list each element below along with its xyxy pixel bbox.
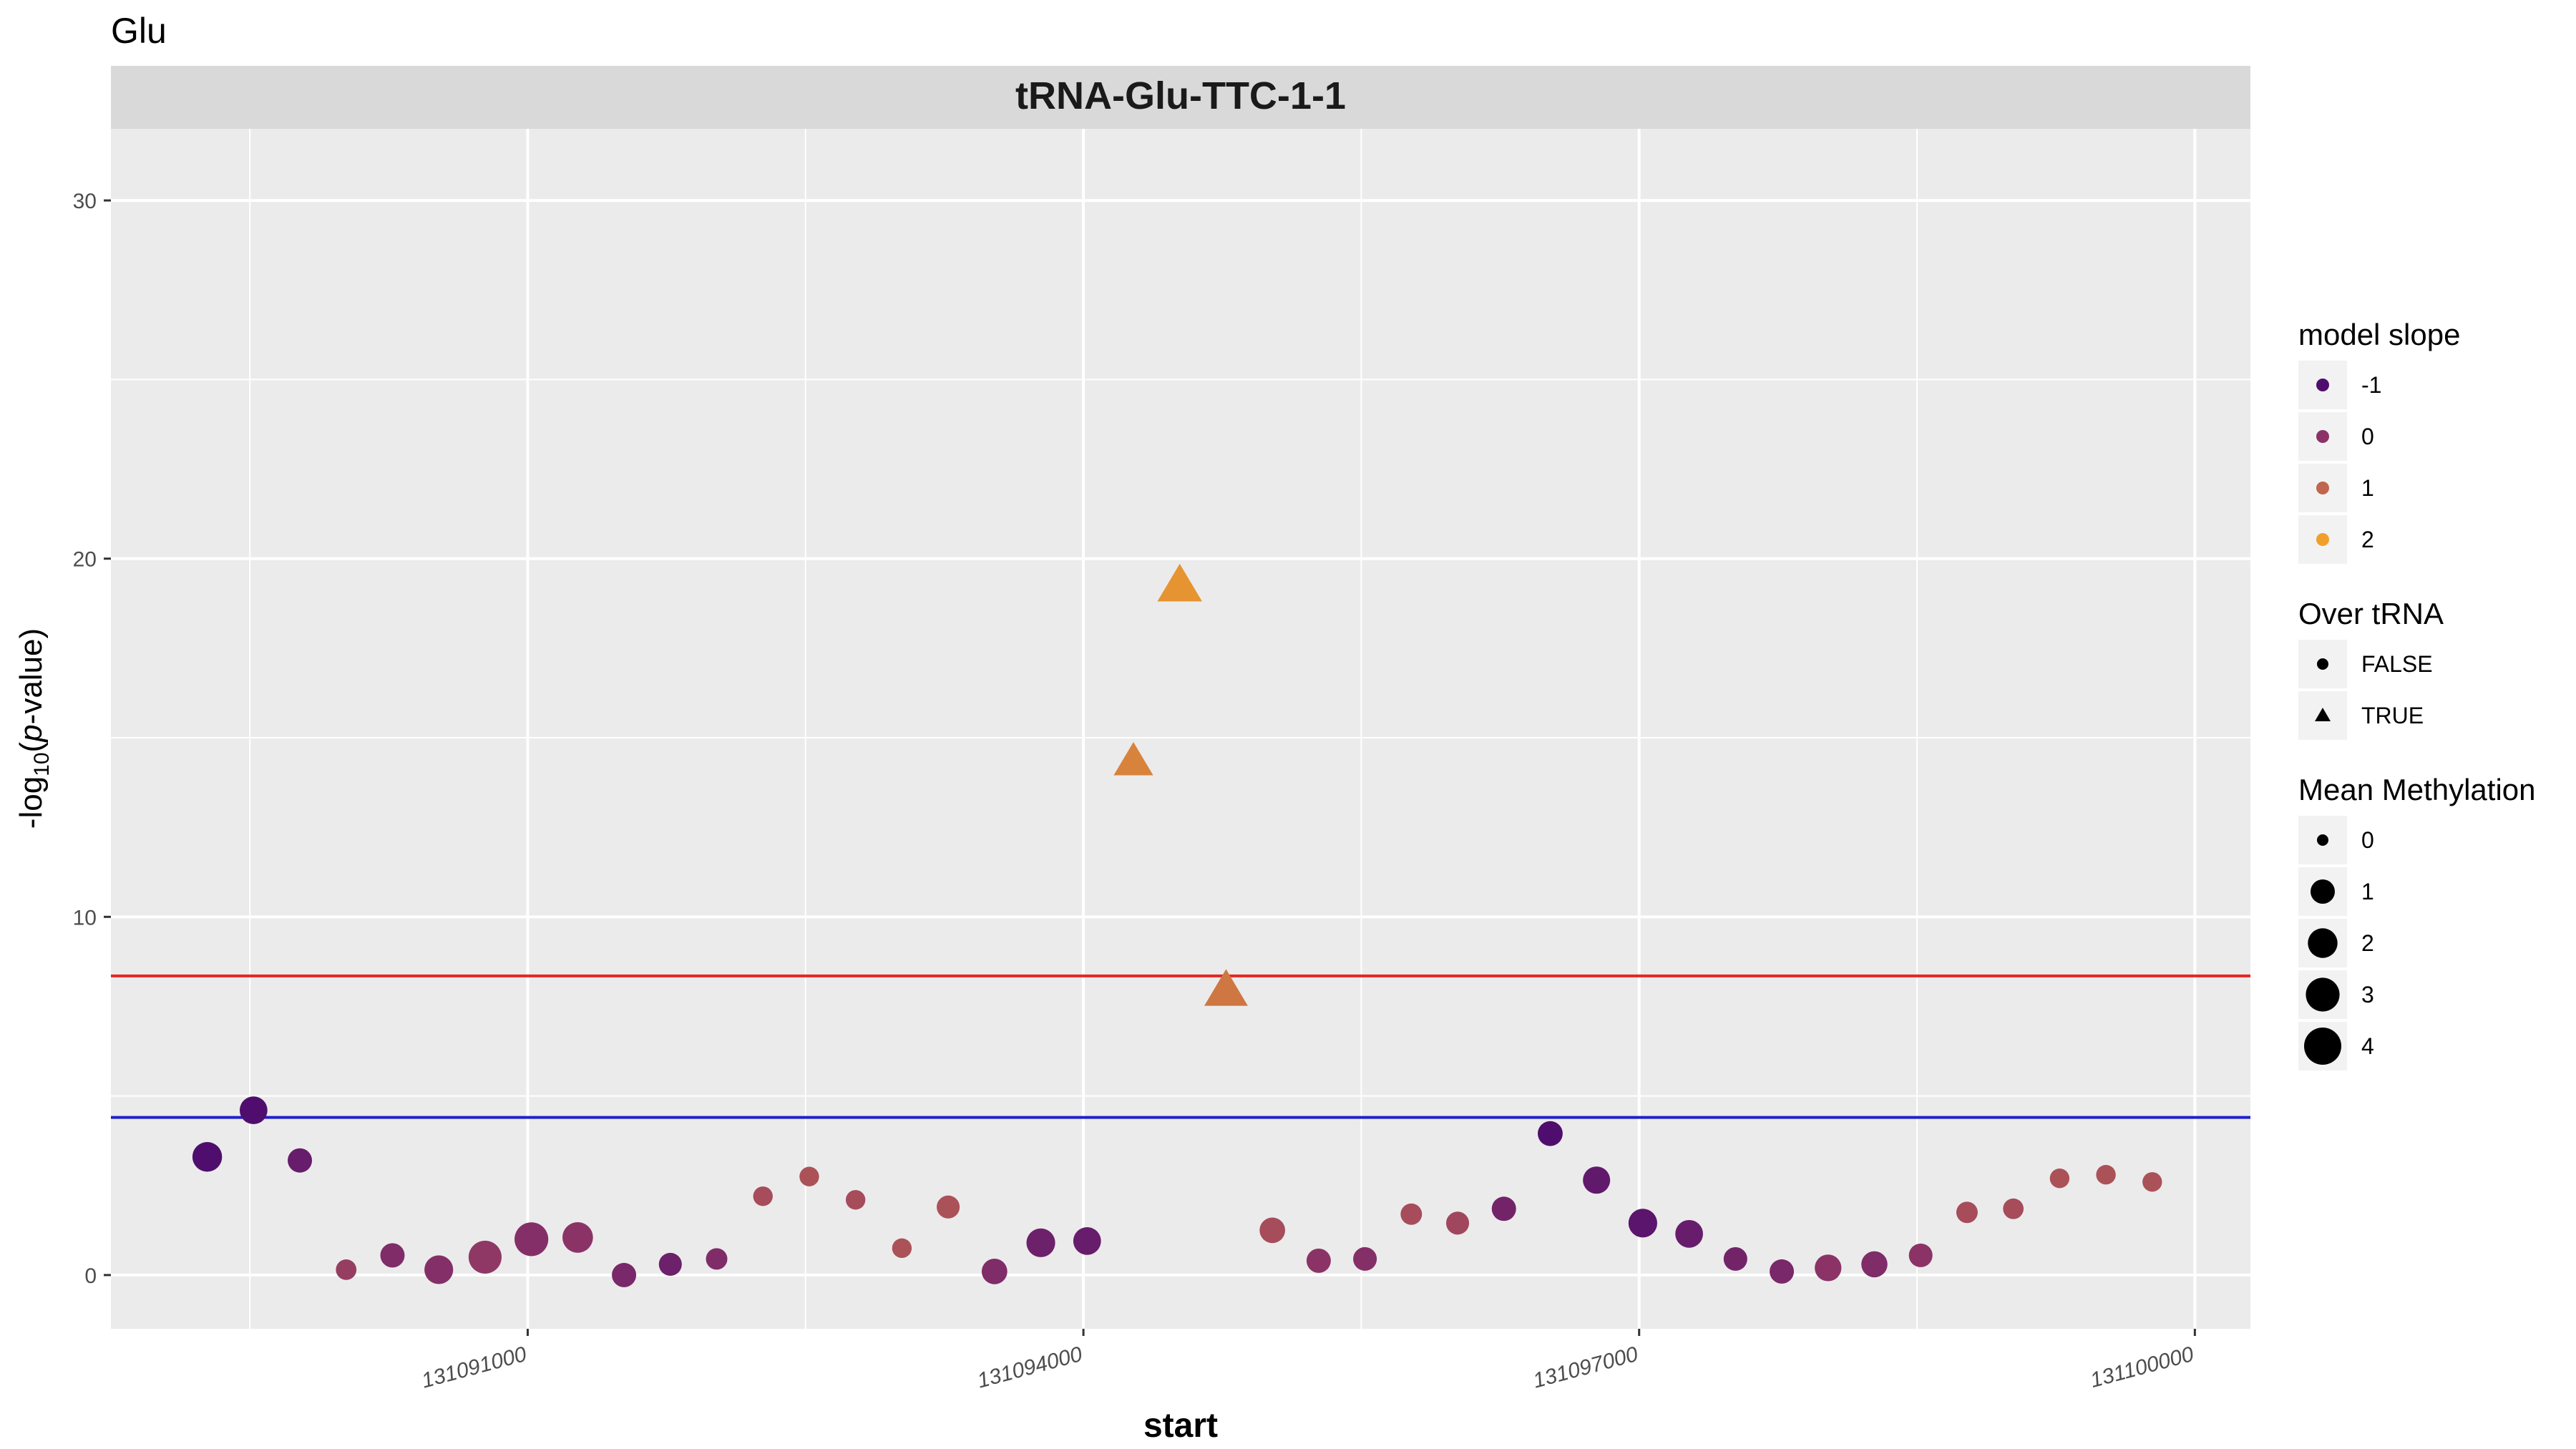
data-point — [239, 1096, 268, 1125]
legend-label: 4 — [2361, 1033, 2374, 1059]
x-tick-label: 131094000 — [975, 1342, 1085, 1393]
y-tick-label: 30 — [73, 190, 97, 213]
data-point — [2049, 1169, 2070, 1189]
data-point-triangle — [1113, 741, 1153, 776]
data-point — [1353, 1246, 1377, 1271]
y-tick-label: 0 — [84, 1264, 97, 1288]
data-point — [562, 1221, 593, 1253]
legend-shape-triangle — [2315, 708, 2331, 721]
x-axis-title: start — [1143, 1407, 1218, 1445]
legend-title: Mean Methylation — [2298, 773, 2536, 806]
data-point — [1628, 1209, 1657, 1238]
y-tick-label: 20 — [73, 548, 97, 572]
facet-strip-label: tRNA-Glu-TTC-1-1 — [1015, 74, 1346, 117]
legend-size — [2304, 1028, 2341, 1065]
data-point — [799, 1166, 819, 1186]
legend-size — [2317, 834, 2328, 846]
data-point — [1026, 1228, 1055, 1257]
data-point — [380, 1243, 405, 1268]
legend-label: TRUE — [2361, 703, 2424, 728]
legend-size — [2308, 928, 2338, 958]
threshold-lines — [111, 974, 2250, 1119]
data-point — [424, 1255, 454, 1284]
data-point — [845, 1190, 866, 1210]
data-point — [981, 1259, 1008, 1284]
legend-swatch — [2316, 379, 2329, 391]
data-point — [1770, 1259, 1795, 1284]
legend-label: 3 — [2361, 982, 2374, 1008]
legend-label: FALSE — [2361, 651, 2433, 677]
data-point — [2142, 1172, 2162, 1192]
legend-size — [2306, 977, 2340, 1012]
data-point — [288, 1148, 313, 1173]
y-axis-title: -log10(p-value) — [14, 628, 54, 829]
legend-swatch — [2316, 533, 2329, 546]
grid-lines — [111, 129, 2250, 1329]
legend-label: -1 — [2361, 372, 2381, 398]
legend-label: 0 — [2361, 827, 2374, 853]
legend-label: 2 — [2361, 527, 2374, 552]
data-point — [1073, 1226, 1101, 1255]
legend-title: model slope — [2298, 318, 2460, 351]
plot-panel — [111, 129, 2250, 1329]
legend-swatch — [2316, 430, 2329, 443]
data-point — [192, 1141, 223, 1172]
data-point — [1259, 1217, 1286, 1244]
x-tick-label: 131100000 — [2088, 1342, 2197, 1392]
data-points — [192, 563, 2162, 1287]
data-point — [2003, 1198, 2024, 1219]
data-point — [2096, 1165, 2116, 1185]
legend-label: 1 — [2361, 879, 2374, 904]
data-point — [1445, 1211, 1470, 1235]
data-point — [1861, 1251, 1888, 1278]
legend-label: 0 — [2361, 424, 2374, 449]
data-point — [1491, 1196, 1516, 1221]
data-point — [1306, 1248, 1331, 1273]
data-point — [658, 1252, 682, 1276]
y-tick-label: 10 — [73, 906, 97, 930]
data-point-triangle — [1204, 969, 1248, 1006]
data-point — [1815, 1254, 1842, 1282]
data-point — [612, 1262, 637, 1287]
y-axis: 0 10 20 30 — [73, 190, 111, 1288]
data-point — [937, 1195, 960, 1219]
data-point — [1956, 1201, 1978, 1224]
legend-label: 1 — [2361, 475, 2374, 501]
data-point — [1583, 1166, 1611, 1194]
x-tick-label: 131097000 — [1531, 1342, 1641, 1393]
legend-title: Over tRNA — [2298, 597, 2444, 630]
legend-shape-circle — [2317, 658, 2328, 670]
data-point — [1723, 1246, 1747, 1271]
x-axis: 131091000 131094000 131097000 131100000 — [419, 1329, 2197, 1393]
data-point-triangle — [1157, 563, 1202, 602]
x-tick-label: 131091000 — [419, 1342, 530, 1393]
data-point — [892, 1238, 912, 1259]
data-point — [514, 1222, 549, 1257]
plot-title: Glu — [111, 11, 167, 51]
legend-swatch — [2316, 482, 2329, 494]
legend: model slope -1 0 1 2 Over tRNA FALSE TRUE Mean M… — [2298, 318, 2536, 1070]
data-point — [753, 1186, 773, 1206]
data-point — [706, 1248, 728, 1270]
facet-strip — [111, 66, 2250, 129]
data-point — [1400, 1203, 1423, 1225]
legend-label: 2 — [2361, 930, 2374, 956]
data-point — [1675, 1219, 1703, 1248]
legend-size — [2311, 879, 2335, 904]
data-point — [1538, 1121, 1563, 1146]
data-point — [336, 1259, 357, 1280]
data-point — [1908, 1243, 1933, 1267]
data-point — [468, 1240, 502, 1274]
